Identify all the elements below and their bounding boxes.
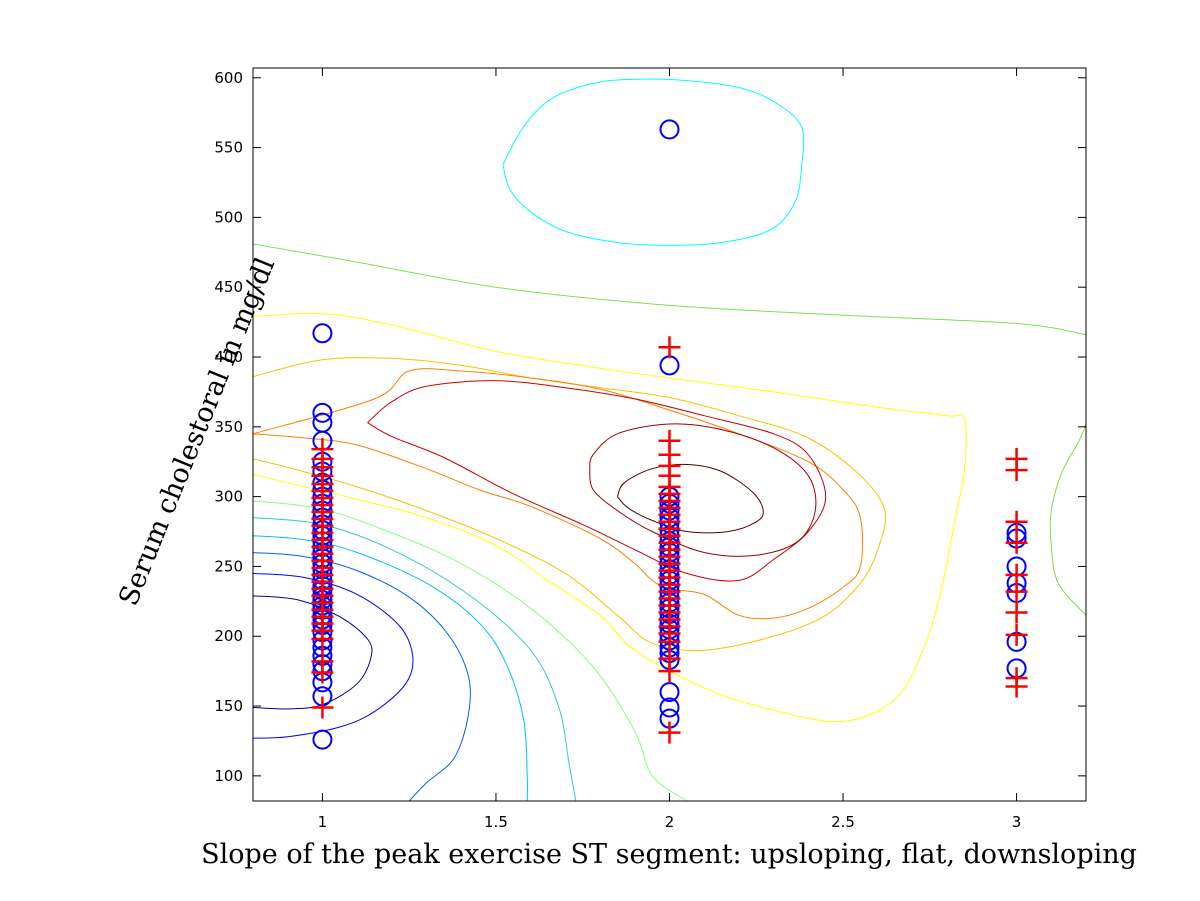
contour-line-1 (253, 595, 373, 710)
plus-point-30 (311, 438, 334, 461)
x-axis-ticks: 1 1.5 2 2.5 3 (318, 68, 1022, 831)
plus-point-31 (658, 721, 681, 744)
y-tick-label: 250 (214, 557, 243, 575)
circle-point-43 (659, 697, 680, 718)
plus-point-61 (658, 336, 681, 359)
y-tick-label: 400 (214, 348, 243, 366)
plus-point-1 (311, 696, 334, 719)
plus-point-69 (1005, 510, 1028, 533)
x-tick-label: 1.5 (484, 813, 508, 831)
y-tick-label: 450 (214, 278, 243, 296)
contour-line-14 (589, 423, 817, 557)
circle-point-39 (312, 412, 333, 433)
y-axis-ticks: 100 150 200 250 300 350 400 450 500 550 600 (214, 69, 1086, 785)
plus-point-64 (1005, 623, 1028, 646)
plus-point-68 (1005, 531, 1028, 554)
contour-line-10 (253, 312, 967, 723)
x-tick-label: 2 (665, 813, 675, 831)
plus-point-60 (658, 429, 681, 452)
contour-line-13 (367, 380, 827, 582)
x-tick-label: 2.5 (831, 813, 855, 831)
plus-point-71 (1005, 447, 1028, 470)
y-tick-label: 100 (214, 767, 243, 785)
x-axis-title: Slope of the peak exercise ST segment: u… (201, 839, 1137, 870)
circle-point-75 (659, 119, 680, 140)
y-tick-label: 300 (214, 488, 243, 506)
y-tick-label: 200 (214, 627, 243, 645)
y-tick-label: 500 (214, 208, 243, 226)
plus-markers (311, 336, 1028, 744)
y-tick-label: 350 (214, 418, 243, 436)
plus-point-3 (311, 650, 334, 673)
contour-line-9 (1049, 423, 1086, 616)
y-tick-label: 150 (214, 697, 243, 715)
x-tick-label: 3 (1012, 813, 1022, 831)
contour-line-12 (253, 368, 864, 620)
x-tick-label: 1 (318, 813, 328, 831)
plus-point-67 (1005, 563, 1028, 586)
plus-point-65 (1005, 601, 1028, 624)
plus-point-63 (1005, 667, 1028, 690)
circle-point-1 (312, 729, 333, 750)
y-tick-label: 600 (214, 69, 243, 87)
circle-point-41 (312, 323, 333, 344)
circle-point-40 (312, 402, 333, 423)
contour-line-8 (253, 243, 1086, 336)
contour-line-6 (502, 78, 805, 246)
y-tick-label: 550 (214, 139, 243, 157)
circle-point-44 (659, 682, 680, 703)
contour-line-11 (253, 357, 886, 651)
contour-line-15 (616, 463, 764, 534)
contour-line-7 (253, 500, 688, 801)
